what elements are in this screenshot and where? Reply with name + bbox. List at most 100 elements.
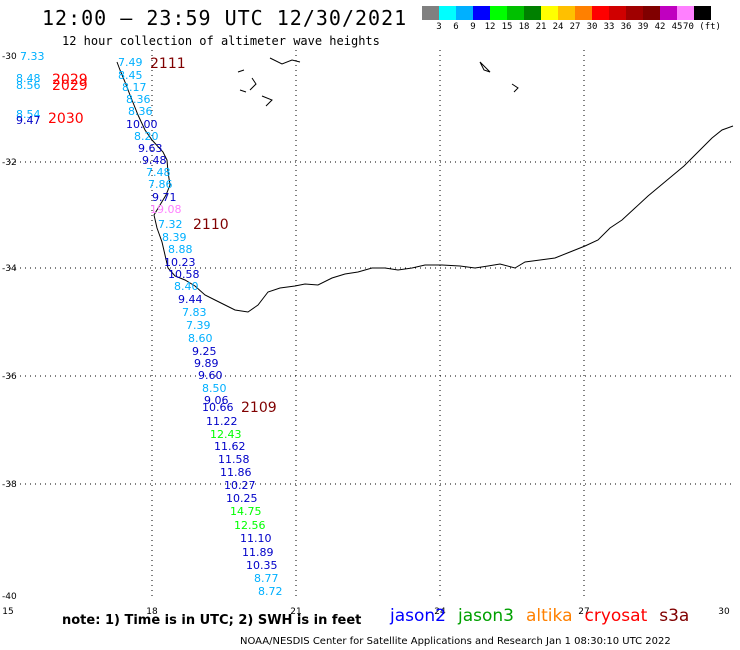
wave-height-value: 8.60 — [188, 332, 213, 345]
wave-height-value: 7.39 — [186, 319, 211, 332]
wave-height-value: 8.54 — [16, 108, 41, 121]
color-scale-swatch — [422, 6, 439, 20]
wave-height-value: 10.00 — [126, 118, 158, 131]
pass-label: 2030 — [48, 111, 84, 127]
pass-label: 2109 — [241, 400, 277, 416]
wave-height-value: 9.60 — [198, 369, 223, 382]
lon-tick-label: 21 — [290, 607, 301, 617]
color-scale-swatch — [609, 6, 626, 20]
lat-tick-label: -34 — [2, 264, 17, 274]
lat-tick-label: -36 — [2, 372, 17, 382]
color-scale-swatch — [643, 6, 660, 20]
lon-tick-label: 24 — [434, 607, 446, 617]
pass-label: 2110 — [193, 217, 229, 233]
lon-tick-label: 27 — [578, 607, 589, 617]
wave-height-value: 11.89 — [242, 546, 274, 559]
wave-height-value: 9.71 — [152, 191, 177, 204]
color-scale-label: 39 — [637, 22, 649, 32]
page-title: 12:00 – 23:59 UTC 12/30/2021 — [42, 6, 408, 30]
wave-height-value: 12.56 — [234, 519, 266, 532]
wave-height-value: 8.56 — [16, 79, 41, 92]
color-scale-label: 3 — [436, 22, 442, 32]
wave-height-value: 9.44 — [178, 293, 203, 306]
satellite-legend-s3a: s3a — [659, 606, 690, 626]
wave-height-value: 11.10 — [240, 532, 272, 545]
wave-height-value: 10.58 — [168, 268, 200, 281]
color-scale-label: 18 — [518, 22, 530, 32]
color-scale-label: 12 — [484, 22, 496, 32]
wave-height-value: 7.86 — [148, 178, 173, 191]
wave-height-value: 8.20 — [134, 130, 159, 143]
color-scale-label: 70 (ft) — [683, 22, 721, 32]
color-scale-swatch — [473, 6, 490, 20]
coastline — [116, 57, 734, 313]
color-scale-label: 33 — [603, 22, 615, 32]
color-scale-swatch — [626, 6, 643, 20]
lat-tick-label: -32 — [2, 158, 17, 168]
lat-lon-grid: 15 18 21 24 27 30 -30 -32 -34 -36 -38 -40 — [2, 50, 735, 617]
color-scale-label: 9 — [470, 22, 476, 32]
wave-height-value: 10.23 — [164, 256, 196, 269]
lon-tick-label: 30 — [718, 607, 730, 617]
satellite-legend: jason2 jason3 altika cryosat s3a — [390, 606, 701, 626]
color-scale-swatch — [490, 6, 507, 20]
color-scale — [422, 6, 711, 20]
color-scale-swatch — [575, 6, 592, 20]
wave-height-value: 7.48 — [146, 166, 171, 179]
color-scale-swatch — [558, 6, 575, 20]
wave-height-value: 11.86 — [220, 466, 252, 479]
pass-label: 2029 — [52, 72, 88, 88]
color-scale-label: 6 — [453, 22, 459, 32]
wave-height-value: 8.50 — [202, 382, 227, 395]
wave-height-value: 8.17 — [122, 81, 147, 94]
credit-line: NOAA/NESDIS Center for Satellite Applica… — [240, 636, 671, 647]
color-scale-label: 24 — [552, 22, 564, 32]
wave-height-value: 9.48 — [142, 154, 167, 167]
wave-height-value: 12.43 — [210, 428, 242, 441]
wave-height-value: 7.83 — [182, 306, 207, 319]
wave-height-value: 14.75 — [230, 505, 262, 518]
color-scale-label: 42 — [654, 22, 666, 32]
wave-height-value: 9.47 — [16, 114, 41, 127]
wave-height-value: 10.27 — [224, 479, 256, 492]
wave-height-value: 10.35 — [246, 559, 278, 572]
satellite-legend-jason2: jason2 — [390, 606, 446, 626]
wave-height-value: 8.36 — [128, 105, 153, 118]
wave-height-value: 9.89 — [194, 357, 219, 370]
footer-note: note: 1) Time is in UTC; 2) SWH is in fe… — [62, 613, 362, 628]
page-subtitle: 12 hour collection of altimeter wave hei… — [62, 34, 380, 48]
color-scale-labels: 3 6 9 12 15 18 21 24 27 30 33 36 39 42 45 70 (ft) — [422, 22, 740, 34]
wave-height-value: 19.08 — [150, 203, 182, 216]
wave-height-value: 8.77 — [254, 572, 279, 585]
lat-tick-label: -38 — [2, 480, 17, 490]
color-scale-swatch — [524, 6, 541, 20]
lon-tick-label: 18 — [146, 607, 158, 617]
wave-height-value: 9.63 — [138, 142, 163, 155]
satellite-legend-jason3: jason3 — [458, 606, 514, 626]
color-scale-swatch — [439, 6, 456, 20]
color-scale-label: 21 — [535, 22, 547, 32]
wave-height-value: 8.36 — [126, 93, 151, 106]
wave-height-value: 9.06 — [204, 394, 229, 407]
wave-height-value: 7.33 — [20, 50, 45, 63]
wave-height-value: 8.88 — [168, 243, 193, 256]
satellite-legend-altika: altika — [526, 606, 573, 626]
wave-height-values: 7.338.488.568.549.477.498.458.178.368.36… — [16, 50, 283, 598]
wave-height-value: 8.40 — [174, 280, 199, 293]
color-scale-label: 30 — [586, 22, 598, 32]
lat-tick-label: -40 — [2, 592, 17, 602]
color-scale-swatch — [677, 6, 694, 20]
color-scale-label: 15 — [501, 22, 513, 32]
wave-height-value: 11.58 — [218, 453, 250, 466]
wave-height-value: 10.66 — [202, 401, 234, 414]
wave-height-value: 11.62 — [214, 440, 246, 453]
color-scale-swatch — [694, 6, 711, 20]
pass-label: 2111 — [150, 56, 186, 72]
wave-height-value: 9.25 — [192, 345, 217, 358]
wave-height-value: 8.45 — [118, 69, 143, 82]
color-scale-swatch — [541, 6, 558, 20]
color-scale-swatch — [507, 6, 524, 20]
color-scale-swatch — [456, 6, 473, 20]
